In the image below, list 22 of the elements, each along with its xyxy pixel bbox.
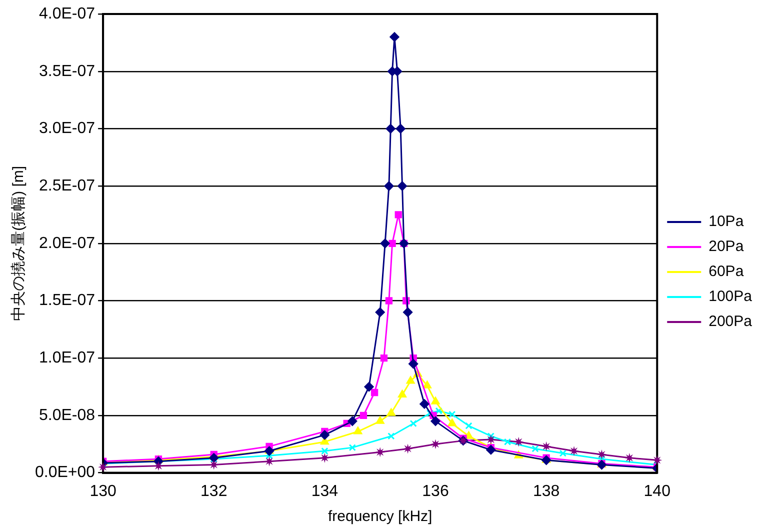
y-axis-title: 中央の撓み量(振幅) [m] — [10, 166, 28, 321]
y-tick-label: 3.0E-07 — [39, 120, 96, 138]
legend-label: 100Pa — [708, 288, 753, 306]
x-tick-label: 132 — [200, 482, 228, 500]
legend-label: 60Pa — [708, 263, 744, 280]
x-tick-label: 136 — [422, 482, 449, 500]
legend-label: 10Pa — [708, 213, 744, 230]
legend-label: 200Pa — [708, 313, 753, 330]
x-tick-label: 140 — [644, 482, 671, 500]
legend-label: 20Pa — [708, 238, 744, 256]
y-tick-label: 0.0E+00 — [34, 464, 96, 482]
y-tick-label: 2.0E-07 — [39, 234, 96, 252]
y-tick-label: 3.5E-07 — [39, 62, 96, 80]
x-axis-title: frequency [kHz] — [328, 508, 432, 526]
y-tick-label: 1.0E-07 — [39, 350, 96, 367]
y-tick-label: 5.0E-08 — [39, 406, 96, 424]
x-tick-label: 130 — [90, 482, 116, 500]
y-tick-label: 2.5E-07 — [39, 177, 96, 194]
x-tick-label: 134 — [311, 482, 338, 500]
y-tick-label: 4.0E-07 — [39, 5, 96, 22]
x-tick-label: 138 — [532, 482, 560, 500]
y-tick-label: 1.5E-07 — [39, 292, 96, 310]
